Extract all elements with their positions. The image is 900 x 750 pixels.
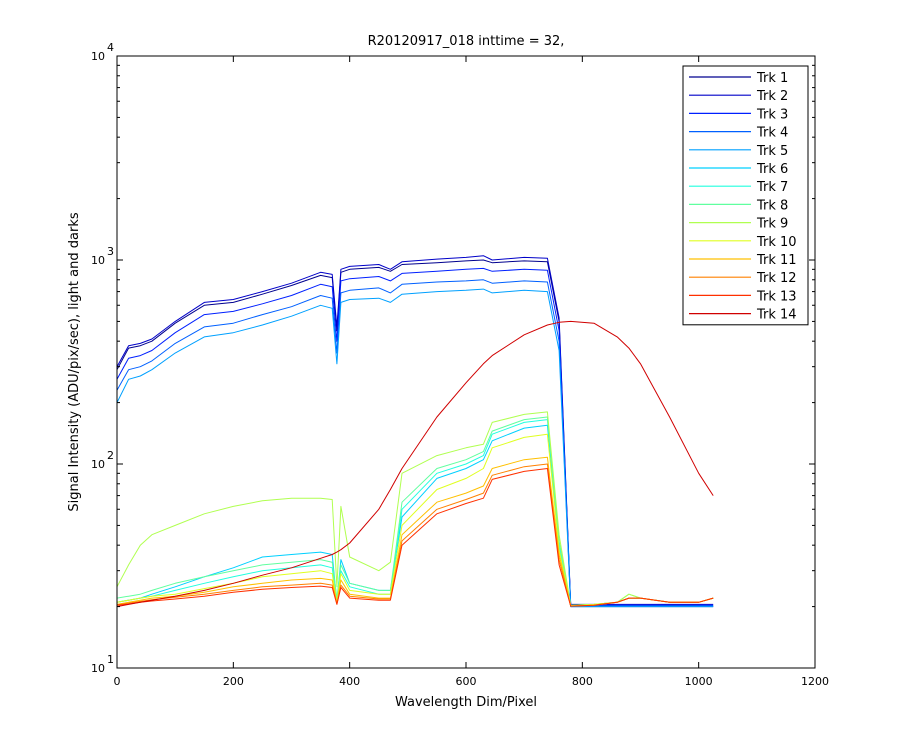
series-line-trk-14 bbox=[116, 320, 714, 608]
legend-label: Trk 2 bbox=[756, 89, 788, 104]
legend-box bbox=[682, 65, 809, 326]
x-tick-label: 1200 bbox=[801, 675, 829, 688]
legend-label: Trk 3 bbox=[756, 107, 788, 122]
series-line-trk-13 bbox=[116, 468, 714, 607]
legend: Trk 1 Trk 2 Trk 3 Trk 4 Trk 5 Trk 6 Trk 7 Trk 8… bbox=[682, 65, 809, 326]
series-group bbox=[116, 255, 714, 608]
x-tick-label: 400 bbox=[339, 675, 360, 688]
x-axis-label: Wavelength Dim/Pixel bbox=[395, 695, 537, 710]
legend-label: Trk 10 bbox=[756, 235, 797, 250]
y-tick-label-base: 10 bbox=[91, 254, 105, 267]
series-line-trk-4 bbox=[116, 279, 714, 607]
series-line-trk-2 bbox=[116, 255, 714, 605]
legend-label: Trk 12 bbox=[756, 271, 797, 286]
x-tick-label: 600 bbox=[456, 675, 477, 688]
y-axis-label: Signal Intensity (ADU/pix/sec), light an… bbox=[67, 212, 82, 511]
y-tick-label-exponent: 1 bbox=[107, 653, 114, 666]
series-line-trk-5 bbox=[116, 288, 714, 608]
x-tick-label: 200 bbox=[223, 675, 244, 688]
y-tick-label-base: 10 bbox=[91, 50, 105, 63]
y-tick-label-exponent: 2 bbox=[107, 449, 114, 462]
x-tick-label: 800 bbox=[572, 675, 593, 688]
legend-label: Trk 14 bbox=[756, 308, 797, 323]
x-tick-label: 0 bbox=[114, 675, 121, 688]
legend-label: Trk 4 bbox=[756, 126, 788, 141]
legend-label: Trk 13 bbox=[756, 289, 797, 304]
x-tick-label: 1000 bbox=[685, 675, 713, 688]
legend-label: Trk 6 bbox=[756, 162, 788, 177]
chart-title: R20120917_018 inttime = 32, bbox=[368, 34, 565, 49]
legend-label: Trk 8 bbox=[756, 198, 788, 213]
plot-area-frame bbox=[116, 55, 816, 669]
legend-label: Trk 1 bbox=[756, 71, 788, 86]
legend-label: Trk 5 bbox=[756, 144, 788, 159]
legend-label: Trk 11 bbox=[756, 253, 797, 268]
y-tick-label-base: 10 bbox=[91, 662, 105, 675]
legend-label: Trk 9 bbox=[756, 217, 788, 232]
y-tick-label-base: 10 bbox=[91, 458, 105, 471]
y-tick-label-exponent: 3 bbox=[107, 245, 114, 258]
legend-label: Trk 7 bbox=[756, 180, 788, 195]
y-tick-label-exponent: 4 bbox=[107, 41, 114, 54]
